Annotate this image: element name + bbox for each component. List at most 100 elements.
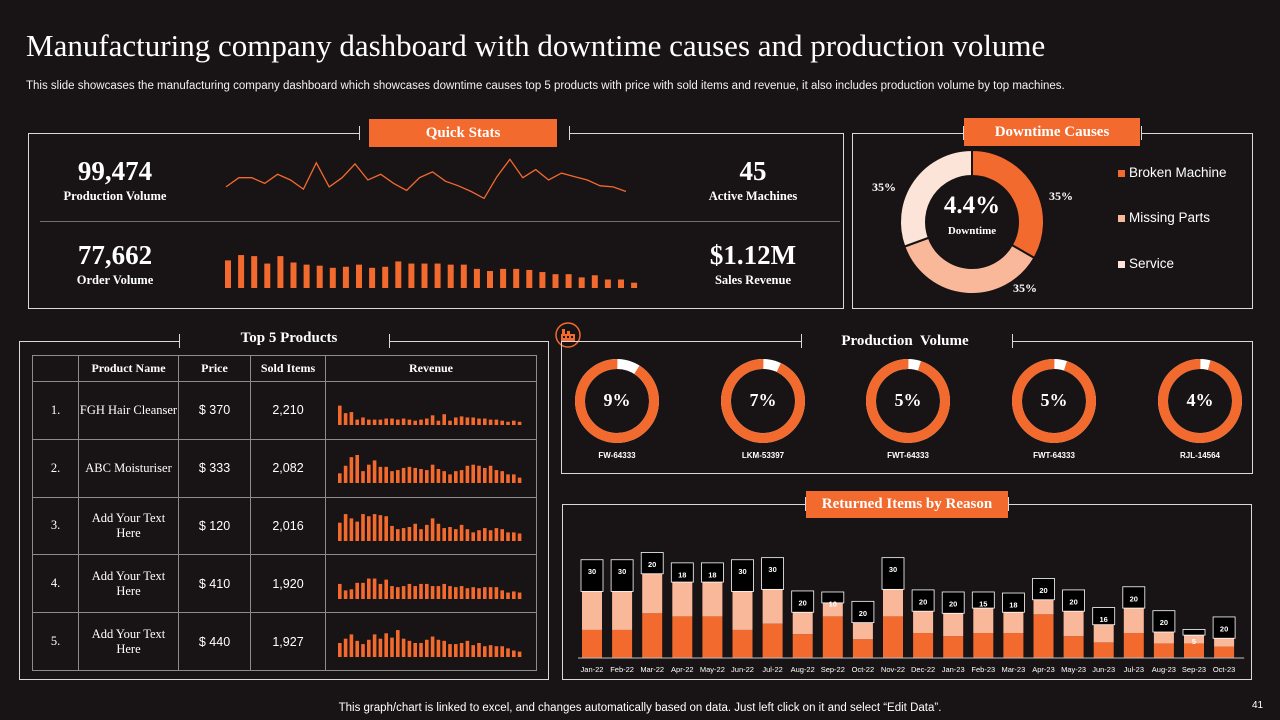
x-tick-label: Oct-23: [1213, 665, 1236, 674]
revenue-bar: [384, 632, 388, 657]
revenue-bar: [367, 464, 371, 484]
revenue-bar: [338, 583, 342, 599]
revenue-bar: [430, 636, 435, 657]
revenue-bar: [494, 470, 499, 484]
revenue-bar: [396, 470, 400, 484]
col-product-name: Product Name: [78, 355, 179, 382]
revenue-bar: [483, 586, 487, 599]
bar-data-label: 20: [919, 597, 927, 606]
bar-segment: [1214, 646, 1235, 658]
revenue-bar: [506, 474, 510, 484]
revenue-bar: [454, 643, 458, 657]
revenue-bar: [390, 525, 394, 541]
downtime-donut: [899, 148, 1045, 295]
row-price: $ 410: [178, 554, 251, 614]
revenue-bar: [361, 514, 365, 541]
x-tick-label: Feb-23: [971, 665, 995, 674]
revenue-bar: [367, 639, 371, 657]
revenue-bar: [401, 528, 406, 541]
revenue-bar: [512, 421, 516, 426]
donut-fill: [866, 359, 950, 443]
revenue-bar: [512, 650, 516, 657]
bar-segment: [1063, 611, 1084, 637]
revenue-bar: [436, 469, 441, 484]
order-bar: [290, 262, 297, 288]
order-bar: [434, 263, 441, 288]
revenue-bar: [477, 418, 481, 426]
order-bar: [264, 263, 271, 288]
revenue-bar: [378, 420, 383, 426]
revenue-bar: [436, 639, 441, 657]
bar-data-label: 20: [1220, 624, 1228, 633]
revenue-bar: [407, 467, 412, 484]
x-tick-label: Dec-22: [911, 665, 935, 674]
bar-label-box: [851, 600, 875, 624]
revenue-bar: [517, 651, 522, 657]
bar-data-label: 5: [1192, 637, 1196, 646]
revenue-bar: [465, 465, 470, 484]
bar-data-label: 20: [1130, 594, 1138, 603]
row-price: $ 333: [178, 438, 251, 498]
revenue-bar: [407, 420, 412, 426]
bar-label-box: [1001, 592, 1025, 613]
row-price: $ 370: [178, 381, 251, 440]
bar-data-label: 20: [648, 560, 656, 569]
row-sold: 2,082: [250, 438, 326, 498]
bar-data-label: 30: [768, 565, 776, 574]
order-bar: [395, 261, 402, 288]
active-machines-label: Active Machines: [708, 189, 798, 203]
table-row: 4. Add Your Text Here $ 410 1,920: [32, 554, 537, 614]
bar-segment: [1093, 642, 1114, 658]
x-tick-label: Apr-22: [671, 665, 694, 674]
row-revenue-sparkbars: [325, 381, 537, 440]
row-index: 2.: [32, 438, 79, 498]
revenue-bar: [454, 417, 458, 426]
order-volume-label: Order Volume: [76, 273, 154, 287]
revenue-bar: [494, 528, 499, 541]
revenue-bar: [401, 585, 406, 599]
row-product-name: Add Your Text Here: [78, 554, 179, 614]
bar-label-box: [761, 557, 785, 590]
donut-fill: [721, 359, 805, 443]
x-tick-label: Mar-23: [1002, 665, 1026, 674]
revenue-bar: [372, 460, 377, 484]
row-product-name: ABC Moisturiser: [78, 438, 179, 498]
bar-segment: [702, 582, 723, 617]
revenue-bar: [454, 529, 458, 541]
order-bar: [421, 263, 428, 288]
revenue-bar: [367, 516, 371, 541]
revenue-bar: [442, 583, 446, 599]
revenue-bar: [500, 421, 504, 426]
bar-segment: [1184, 635, 1204, 644]
page-subtitle: This slide showcases the manufacturing c…: [26, 80, 1065, 92]
revenue-bar: [512, 532, 516, 541]
order-bar: [356, 264, 362, 288]
order-bar: [473, 268, 480, 288]
bar-data-label: 20: [1039, 586, 1047, 595]
bar-segment: [913, 611, 934, 634]
bar-data-label: 30: [889, 565, 897, 574]
bar-segment: [1214, 638, 1235, 647]
revenue-sparkbars: [338, 514, 522, 541]
row-sold: 2,016: [250, 496, 326, 556]
order-bar: [526, 269, 533, 288]
revenue-bar: [500, 645, 504, 657]
row-sold: 1,920: [250, 554, 326, 614]
revenue-bar: [355, 640, 359, 657]
revenue-bar: [448, 421, 452, 426]
machine-donut: [866, 359, 950, 443]
revenue-bar: [384, 418, 388, 426]
bar-segment: [1184, 643, 1204, 658]
revenue-bar: [436, 523, 441, 541]
bar-segment: [1003, 633, 1024, 658]
table-row: 5. Add Your Text Here $ 440 1,927: [32, 612, 537, 671]
bar-label-box: [1062, 589, 1086, 612]
production-volume-panel: [561, 341, 1253, 474]
slice-label-broken: 35%: [1049, 189, 1073, 203]
revenue-bar: [338, 406, 342, 426]
revenue-bar: [390, 585, 394, 599]
x-tick-label: Aug-23: [1152, 665, 1176, 674]
donut-fill: [575, 359, 659, 443]
bar-label-box: [640, 552, 664, 575]
table-row: 2. ABC Moisturiser $ 333 2,082: [32, 438, 537, 498]
